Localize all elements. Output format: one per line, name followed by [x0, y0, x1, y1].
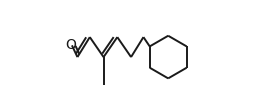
- Text: O: O: [65, 38, 76, 52]
